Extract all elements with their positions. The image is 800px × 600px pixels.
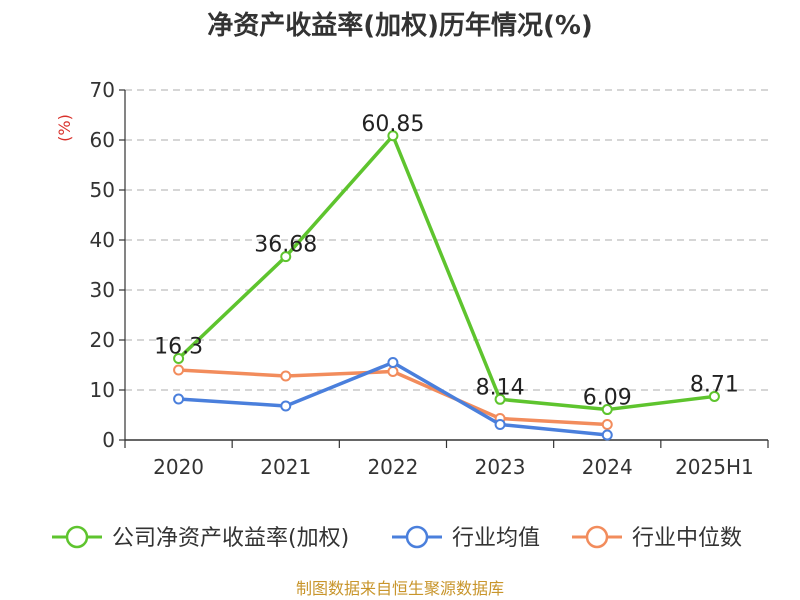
y-tick-label: 10 — [90, 378, 115, 402]
x-tick-label: 2023 — [475, 455, 526, 479]
x-tick-label: 2022 — [367, 455, 418, 479]
y-tick-label: 40 — [90, 228, 115, 252]
data-label: 6.09 — [583, 386, 632, 411]
legend-label: 行业中位数 — [632, 526, 742, 551]
data-label: 36.68 — [254, 233, 317, 258]
data-point — [173, 393, 185, 405]
data-label: 16.3 — [154, 335, 203, 360]
axes: 0 10 20 30 40 50 60 70 2020 2021 2022 2023 2024 2025H… — [90, 78, 769, 479]
y-tick-label: 70 — [90, 78, 115, 102]
y-tick-label: 30 — [90, 278, 115, 302]
data-point — [494, 393, 506, 405]
series-line-2 — [178, 368, 608, 427]
legend: 公司净资产收益率(加权) 行业均值 行业中位数 — [52, 525, 742, 551]
data-point — [280, 370, 292, 382]
y-tick-label: 0 — [102, 428, 115, 452]
y-tick-label: 60 — [90, 128, 115, 152]
series-group — [173, 130, 720, 441]
y-axis-unit: (%) — [55, 114, 74, 142]
legend-marker — [65, 525, 89, 549]
source-note: 制图数据来自恒生聚源数据库 — [296, 579, 504, 598]
data-label: 60.85 — [361, 112, 424, 137]
x-tick-label: 2020 — [153, 455, 204, 479]
y-tick-label: 50 — [90, 178, 115, 202]
data-point — [387, 357, 399, 368]
y-tick-label: 20 — [90, 328, 115, 352]
x-tick-label: 2025H1 — [675, 455, 754, 479]
series-line-0 — [177, 134, 715, 412]
data-point — [601, 404, 613, 416]
data-labels: 16.3 36.68 60.85 8.14 6.09 8.71 — [154, 112, 739, 411]
data-label: 8.71 — [690, 372, 739, 397]
grid-lines — [125, 89, 768, 391]
x-tick-label: 2021 — [260, 455, 311, 479]
legend-marker — [405, 525, 429, 549]
data-point — [601, 419, 613, 430]
data-point — [387, 366, 399, 377]
x-tick-label: 2024 — [582, 455, 633, 479]
data-point — [280, 400, 292, 412]
legend-label: 行业均值 — [452, 526, 540, 551]
legend-label: 公司净资产收益率(加权) — [112, 526, 349, 551]
data-point — [173, 353, 185, 364]
data-point — [280, 251, 292, 263]
chart-title: 净资产收益率(加权)历年情况(%) — [207, 10, 593, 41]
data-point — [708, 390, 720, 402]
data-point — [601, 429, 613, 441]
data-point — [173, 364, 185, 376]
legend-marker — [585, 525, 609, 549]
data-point — [387, 130, 399, 142]
data-point — [494, 419, 506, 430]
data-label: 8.14 — [476, 375, 525, 400]
